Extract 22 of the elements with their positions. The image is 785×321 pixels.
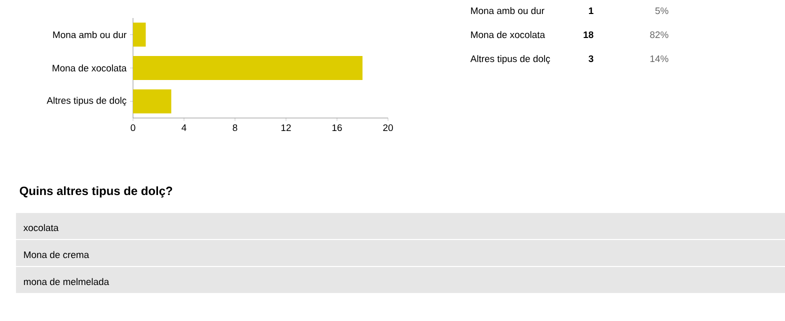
category-label: Altres tipus de dolç bbox=[470, 55, 550, 64]
text: Quins altres tipus de dolç? bbox=[20, 186, 172, 198]
text: 14% bbox=[650, 55, 668, 62]
category-label: Mona de xocolata bbox=[471, 31, 546, 38]
x-tick-label: 8 bbox=[232, 124, 238, 132]
x-tick-label: 20 bbox=[383, 124, 393, 132]
text: Mona de crema bbox=[24, 251, 90, 258]
text: 18 bbox=[584, 31, 594, 38]
y-tick-label: Altres tipus de dolç bbox=[46, 96, 126, 106]
text: 1 bbox=[588, 7, 594, 14]
x-tick-label: 16 bbox=[332, 124, 342, 132]
x-tick-label: 12 bbox=[281, 124, 291, 131]
text: mona de melmelada bbox=[24, 278, 110, 286]
text: 82% bbox=[650, 31, 668, 38]
y-tick-label: Mona de xocolata bbox=[52, 64, 127, 72]
x-tick-label: 4 bbox=[182, 124, 186, 131]
text: 5% bbox=[655, 7, 668, 14]
text: xocolata bbox=[23, 224, 59, 232]
category-label: Mona amb ou dur bbox=[471, 7, 544, 14]
y-tick-label: Mona amb ou dur bbox=[53, 31, 126, 38]
text: 3 bbox=[588, 55, 594, 62]
x-tick-label: 0 bbox=[130, 124, 136, 132]
